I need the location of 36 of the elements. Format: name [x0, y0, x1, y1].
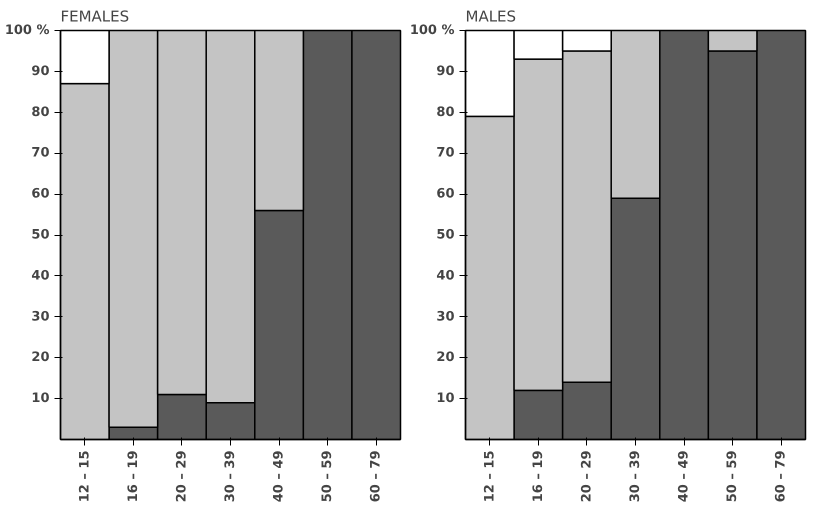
x-tick-label: 30 – 39: [628, 450, 643, 502]
x-tick-label: 16 – 19: [126, 450, 141, 502]
y-tick-label: 80: [31, 104, 50, 120]
y-tick-label: 80: [436, 104, 455, 120]
y-tick-label: 20: [31, 350, 50, 366]
x-tick-label: 30 – 39: [223, 450, 238, 502]
y-tick-label: 10: [31, 391, 50, 406]
x-tick-label: 20 – 29: [579, 450, 594, 502]
y-tick-label: 20: [436, 350, 455, 366]
y-tick-label: 100 %: [410, 23, 454, 38]
x-tick-label: 12 – 15: [77, 450, 92, 502]
x-tick-label: 20 – 29: [174, 450, 190, 502]
y-tick-label: 90: [31, 64, 50, 79]
x-tick-label: 40 – 49: [272, 450, 287, 502]
y-tick-label: 70: [31, 146, 50, 161]
x-tick-label: 60 – 79: [774, 450, 789, 502]
x-tick-label: 50 – 59: [320, 450, 336, 502]
y-tick-label: 30: [436, 309, 455, 324]
chart-title: MALES: [466, 8, 516, 26]
y-tick-label: 90: [436, 64, 455, 79]
y-tick-label: 40: [436, 268, 455, 284]
chart-title: FEMALES: [60, 8, 130, 26]
x-tick-label: 60 – 79: [368, 450, 384, 502]
y-tick-label: 60: [31, 186, 50, 202]
x-tick-label: 50 – 59: [725, 450, 740, 502]
y-tick-label: 50: [436, 228, 455, 242]
y-tick-label: 70: [436, 146, 455, 161]
y-tick-label: 40: [31, 268, 50, 284]
x-tick-label: 40 – 49: [676, 450, 692, 502]
y-tick-label: 50: [31, 228, 50, 242]
x-tick-label: 12 – 15: [482, 450, 498, 502]
y-tick-label: 30: [31, 309, 50, 324]
y-tick-label: 10: [436, 391, 455, 406]
y-tick-label: 100 %: [4, 23, 50, 38]
y-tick-label: 60: [436, 186, 455, 202]
x-tick-label: 16 – 19: [530, 450, 546, 502]
